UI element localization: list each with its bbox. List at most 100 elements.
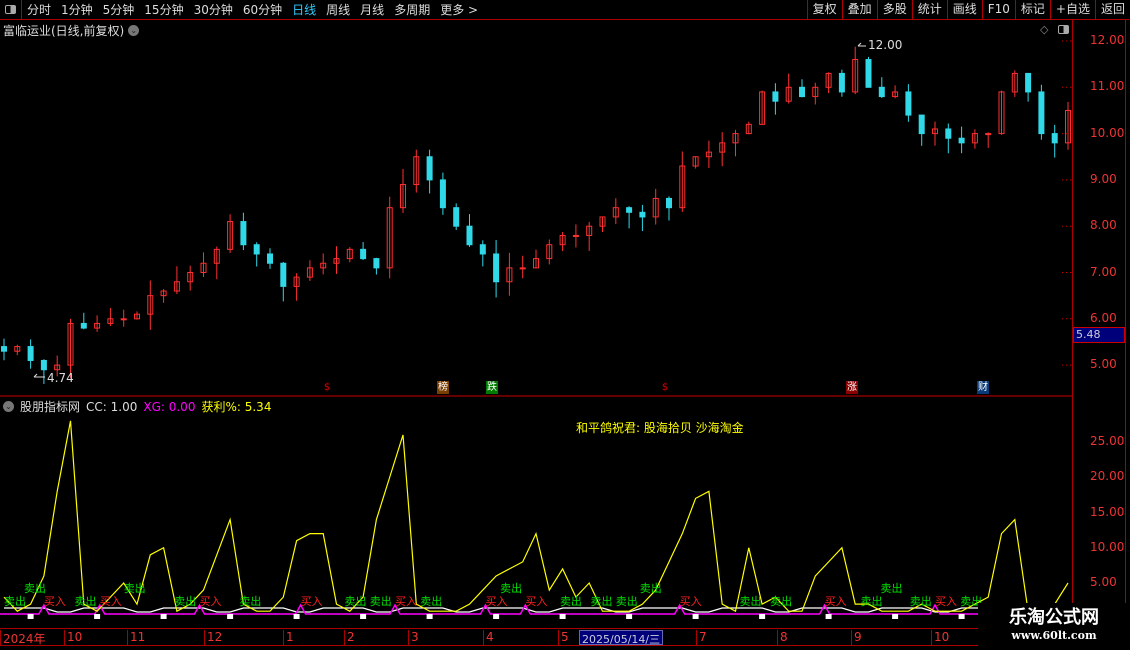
indicator-point [27, 614, 34, 619]
indicator-point [958, 614, 965, 619]
period-tab[interactable]: 分时 [27, 3, 52, 17]
price-tick-label: 9.00 [1090, 171, 1117, 186]
time-tick-label: 8 [777, 630, 788, 646]
sell-signal-label: 卖出 [369, 595, 392, 608]
period-tab[interactable]: 周线 [326, 3, 351, 17]
cursor-date-tag: 2025/05/14/三 [579, 630, 664, 646]
candle-body [493, 253, 500, 283]
candle-body [945, 128, 952, 139]
time-tick-label: 4 [483, 630, 494, 646]
period-tab[interactable]: 多周期 [394, 3, 431, 17]
indicator-point [160, 614, 167, 619]
indicator-point [759, 614, 766, 619]
candle-body [905, 91, 912, 116]
indicator-point [559, 614, 566, 619]
sell-signal-label: 卖出 [860, 595, 883, 608]
axis-border [1125, 20, 1126, 628]
event-marker[interactable]: 跌 [486, 381, 498, 394]
sell-signal-label: 卖出 [239, 595, 262, 608]
buy-signal-label: 买入 [824, 595, 847, 608]
stock-name: 富临运业(日线,前复权) [3, 24, 125, 38]
candle-body [94, 322, 101, 329]
candle-body [280, 262, 287, 287]
candle-body [799, 86, 805, 98]
candle-body [506, 267, 513, 283]
chevron-down-icon[interactable]: ⌄ [3, 401, 14, 412]
toolbar-button[interactable]: 标记 [1014, 0, 1050, 20]
buy-signal-label: 买入 [300, 595, 323, 608]
candle-body [1051, 133, 1058, 144]
price-tick-label: 6.00 [1090, 310, 1117, 325]
candle-body [373, 258, 380, 269]
time-axis: 2024年 10 11 12 1 2 3 4 5 7 8 9 10 [0, 628, 1072, 646]
toolbar-button[interactable]: 画线 [946, 0, 982, 20]
sell-signal-label: 卖出 [123, 582, 146, 595]
sell-signal-label: 卖出 [420, 595, 443, 608]
period-tab[interactable]: 30分钟 [193, 3, 233, 17]
candle-body [998, 91, 1005, 135]
toolbar-button[interactable]: 多股 [876, 0, 912, 20]
layout-toggle-button[interactable] [0, 0, 22, 20]
toolbar-button[interactable]: 返回 [1094, 0, 1130, 20]
candle-body [825, 72, 832, 88]
period-tab[interactable]: 更多 > [440, 3, 479, 17]
indicator-point [493, 614, 500, 619]
high-arrow-icon [857, 42, 866, 47]
event-marker[interactable]: 财 [977, 381, 989, 394]
sell-signal-label: 卖出 [74, 595, 97, 608]
sell-signal-label: 卖出 [960, 595, 983, 608]
panel-toggle-icon[interactable] [1058, 25, 1069, 34]
indicator-point [825, 614, 832, 619]
candle-body [80, 322, 87, 329]
toolbar-button[interactable]: 复权 [806, 0, 842, 20]
event-marker[interactable]: $ [323, 382, 331, 393]
indicator-title: ⌄ 股朋指标网 CC: 1.00 XG: 0.00 获利%: 5.34 [3, 398, 271, 415]
chevron-down-icon[interactable]: ⌄ [128, 25, 140, 36]
sell-signal-label: 卖出 [559, 595, 582, 608]
diamond-icon[interactable]: ◇ [1040, 23, 1049, 36]
candle-body [626, 207, 633, 213]
period-tab[interactable]: 60分钟 [242, 3, 283, 17]
sell-signal-label: 卖出 [23, 582, 46, 595]
event-marker[interactable]: $ [661, 382, 669, 393]
event-marker[interactable]: 榜 [437, 381, 449, 394]
candle-body [1025, 72, 1032, 93]
toolbar-button[interactable]: +自选 [1049, 0, 1095, 20]
candle-body [519, 267, 526, 270]
candle-body [865, 59, 872, 88]
period-tab[interactable]: 1分钟 [61, 3, 93, 17]
period-tab[interactable]: 日线 [292, 3, 317, 17]
period-tab[interactable]: 15分钟 [144, 3, 184, 17]
period-tab[interactable]: 月线 [360, 3, 385, 17]
time-tick-label: 10 [931, 630, 949, 646]
candle-body [227, 221, 234, 250]
candle-body [1011, 72, 1018, 93]
candle-body [360, 248, 367, 260]
candle-body [852, 59, 859, 93]
candle-body [320, 262, 327, 269]
indicator-name[interactable]: 股朋指标网 [20, 400, 81, 414]
toolbar-button[interactable]: F10 [981, 0, 1015, 20]
buy-signal-label: 买入 [525, 595, 548, 608]
candle-body [546, 244, 553, 260]
cc-value: CC: 1.00 [86, 399, 138, 414]
candle-body [253, 244, 260, 255]
candle-body [333, 258, 340, 264]
candle-body [559, 234, 566, 246]
toolbar-button[interactable]: 统计 [911, 0, 947, 20]
indicator-tick-label: 15.00 [1090, 504, 1125, 519]
candle-body [572, 234, 579, 237]
stock-title[interactable]: 富临运业(日线,前复权) ⌄ [3, 22, 140, 39]
candle-body [160, 290, 167, 297]
sell-signal-label: 卖出 [344, 595, 367, 608]
candle-body [213, 248, 220, 264]
toolbar-button[interactable]: 叠加 [841, 0, 877, 20]
period-tab[interactable]: 5分钟 [102, 3, 135, 17]
buy-signal-label: 买入 [395, 595, 418, 608]
candle-body [400, 184, 406, 209]
candle-body [134, 313, 140, 320]
time-tick-label: 9 [851, 630, 862, 646]
event-marker[interactable]: 涨 [846, 381, 858, 394]
candle-body [306, 267, 313, 278]
